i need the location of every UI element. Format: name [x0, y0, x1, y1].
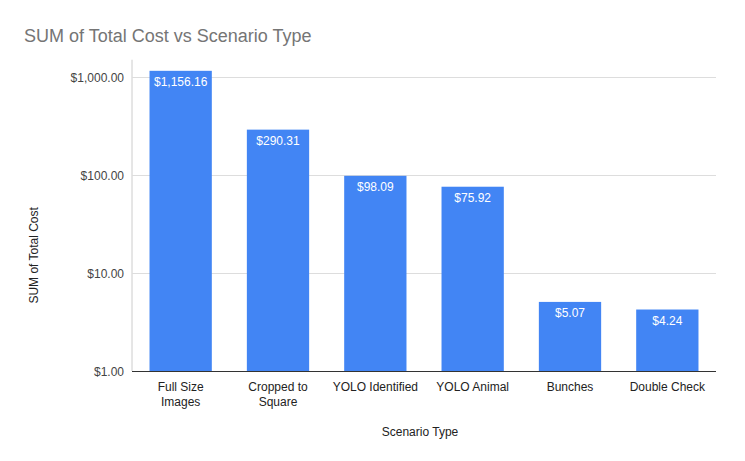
background	[0, 0, 745, 461]
x-tick-label: Double Check	[630, 380, 706, 394]
x-tick-label-line: YOLO Animal	[436, 380, 509, 394]
chart-svg: SUM of Total Cost vs Scenario Type $1.00 $…	[0, 0, 745, 461]
data-label: $290.31	[256, 134, 300, 148]
bar	[344, 176, 406, 371]
data-labels: $1,156.16 $290.31 $98.09 $75.92 $5.07 $4.24	[154, 75, 683, 328]
x-tick-label-line: Square	[259, 395, 298, 409]
data-label: $75.92	[454, 191, 491, 205]
chart-container: SUM of Total Cost vs Scenario Type $1.00 $…	[0, 0, 745, 461]
y-tick-label: $1,000.00	[71, 71, 125, 85]
x-tick-label-line: Cropped to	[248, 380, 308, 394]
x-tick-label-line: Images	[161, 395, 200, 409]
bar	[442, 187, 504, 371]
data-label: $98.09	[357, 180, 394, 194]
x-tick-label: Full SizeImages	[158, 380, 204, 409]
y-axis-line	[132, 60, 133, 371]
bar	[636, 310, 698, 371]
grid-line	[132, 273, 716, 274]
y-tick-label: $1.00	[94, 365, 124, 379]
grid-line	[132, 175, 716, 176]
bars	[150, 71, 699, 371]
y-tick-label: $100.00	[81, 169, 125, 183]
x-tick-label: Bunches	[547, 380, 594, 394]
bar	[539, 302, 601, 371]
x-tick-label-line: Full Size	[158, 380, 204, 394]
x-tick-label: YOLO Animal	[436, 380, 509, 394]
x-axis-title: Scenario Type	[382, 425, 459, 439]
data-label: $4.24	[652, 314, 682, 328]
x-tick-label-line: Double Check	[630, 380, 706, 394]
x-tick-label-line: Bunches	[547, 380, 594, 394]
bar	[247, 130, 309, 371]
x-tick-label-line: YOLO Identified	[333, 380, 418, 394]
data-label: $1,156.16	[154, 75, 208, 89]
x-tick-label: YOLO Identified	[333, 380, 418, 394]
data-label: $5.07	[555, 306, 585, 320]
x-tick-label: Cropped toSquare	[248, 380, 308, 409]
baseline	[132, 371, 716, 372]
y-tick-label: $10.00	[87, 267, 124, 281]
title: SUM of Total Cost vs Scenario Type	[24, 26, 311, 46]
grid-line	[132, 77, 716, 78]
y-axis-title: SUM of Total Cost	[27, 206, 41, 303]
bar	[150, 71, 212, 371]
